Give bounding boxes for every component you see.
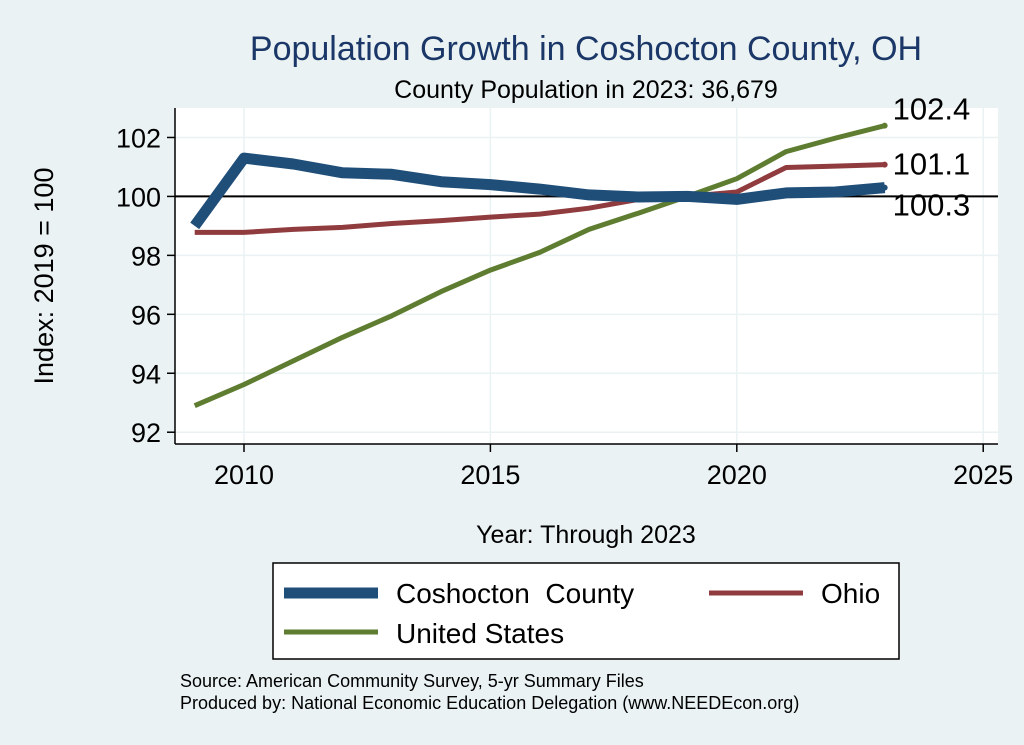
chart-title: Population Growth in Coshocton County, O…	[250, 30, 922, 68]
y-tick-label-100: 100	[116, 182, 161, 212]
end-labels: 100.3 101.1 102.4	[893, 92, 971, 223]
series-lines	[190, 122, 888, 408]
legend-label-ohio: Ohio	[821, 578, 880, 609]
end-label-ohio: 101.1	[893, 147, 971, 182]
legend-label-coshocton: Coshocton County	[396, 578, 634, 609]
x-axis-ticks: 2010 2015 2020 2025	[214, 444, 1013, 490]
x-tick-label-2010: 2010	[214, 460, 274, 490]
x-tick-label-2020: 2020	[707, 460, 767, 490]
y-tick-label-92: 92	[131, 418, 161, 448]
end-point-united-states	[881, 122, 888, 129]
series-line-united-states	[193, 123, 886, 408]
y-axis-label: Index: 2019 = 100	[29, 168, 59, 385]
produced-by-note: Produced by: National Economic Education…	[180, 693, 799, 713]
plot-area	[175, 108, 998, 444]
legend-entry-coshocton: Coshocton County	[284, 578, 634, 609]
legend-entry-united-states: United States	[284, 618, 564, 649]
x-tick-label-2025: 2025	[953, 460, 1013, 490]
legend-box	[272, 562, 900, 660]
end-point-ohio	[881, 161, 888, 168]
source-note: Source: American Community Survey, 5-yr …	[180, 671, 644, 691]
legend-entry-ohio: Ohio	[709, 578, 880, 609]
chart-subtitle: County Population in 2023: 36,679	[394, 76, 778, 104]
end-point-coshocton-county	[881, 184, 888, 191]
y-axis-ticks: 92 94 96 98 100 102	[116, 123, 175, 448]
y-tick-label-94: 94	[131, 359, 161, 389]
end-label-coshocton-county: 100.3	[893, 188, 971, 223]
legend-label-united-states: United States	[396, 618, 564, 649]
series-line-ohio	[194, 162, 885, 235]
x-tick-label-2015: 2015	[460, 460, 520, 490]
x-axis-label: Year: Through 2023	[476, 521, 696, 549]
y-tick-label-98: 98	[131, 241, 161, 271]
y-tick-label-102: 102	[116, 123, 161, 153]
end-label-united-states: 102.4	[893, 92, 971, 127]
y-tick-label-96: 96	[131, 300, 161, 330]
series-line-coshocton-county	[190, 152, 886, 230]
